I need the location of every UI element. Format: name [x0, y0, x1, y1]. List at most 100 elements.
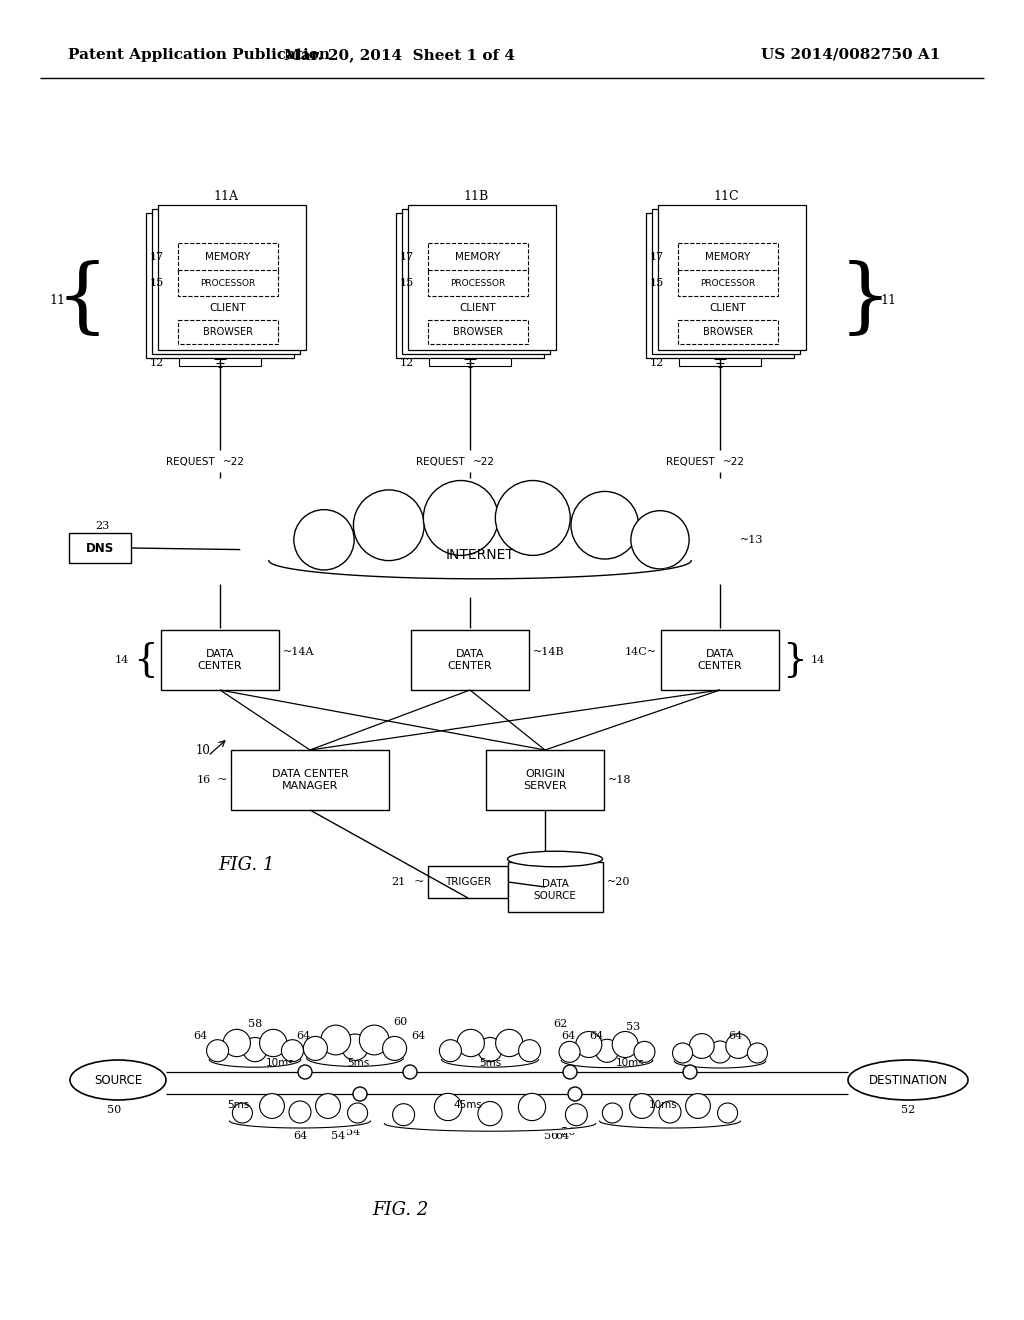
- Circle shape: [571, 491, 639, 560]
- Text: ~14A: ~14A: [283, 647, 314, 657]
- Text: 64: 64: [555, 1131, 569, 1140]
- Text: PROCESSOR: PROCESSOR: [451, 279, 506, 288]
- Text: 54: 54: [331, 1131, 345, 1140]
- Text: 10: 10: [196, 743, 211, 756]
- Circle shape: [673, 1043, 692, 1063]
- Circle shape: [559, 1041, 580, 1063]
- FancyBboxPatch shape: [428, 271, 528, 296]
- Text: 10ms: 10ms: [648, 1100, 677, 1110]
- Circle shape: [726, 1034, 751, 1059]
- Circle shape: [403, 1065, 417, 1078]
- FancyBboxPatch shape: [658, 205, 806, 350]
- Circle shape: [575, 1031, 602, 1057]
- Text: 64: 64: [296, 1031, 310, 1041]
- Text: MEMORY: MEMORY: [706, 252, 751, 261]
- Circle shape: [631, 511, 689, 569]
- Polygon shape: [229, 1121, 371, 1129]
- Text: 11A: 11A: [213, 190, 239, 203]
- FancyBboxPatch shape: [402, 209, 550, 354]
- FancyBboxPatch shape: [678, 271, 778, 296]
- Text: 11B: 11B: [464, 190, 488, 203]
- FancyBboxPatch shape: [429, 358, 511, 366]
- FancyBboxPatch shape: [146, 213, 294, 358]
- Text: }: }: [839, 260, 892, 341]
- Text: DESTINATION: DESTINATION: [868, 1073, 947, 1086]
- Circle shape: [518, 1093, 546, 1121]
- Text: ~: ~: [414, 875, 424, 888]
- FancyBboxPatch shape: [428, 243, 528, 272]
- Text: BROWSER: BROWSER: [453, 327, 503, 337]
- Circle shape: [207, 1040, 228, 1061]
- Text: PROCESSOR: PROCESSOR: [700, 279, 756, 288]
- Text: Patent Application Publication: Patent Application Publication: [68, 48, 330, 62]
- Text: 64: 64: [589, 1031, 603, 1041]
- Text: 64: 64: [411, 1031, 425, 1041]
- Circle shape: [353, 490, 424, 561]
- Ellipse shape: [555, 1040, 659, 1069]
- Text: Mar. 20, 2014  Sheet 1 of 4: Mar. 20, 2014 Sheet 1 of 4: [285, 48, 515, 62]
- Circle shape: [392, 1104, 415, 1126]
- Circle shape: [565, 1104, 588, 1126]
- Text: US 2014/0082750 A1: US 2014/0082750 A1: [761, 48, 940, 62]
- Circle shape: [612, 1031, 638, 1057]
- Text: FIG. 1: FIG. 1: [218, 855, 274, 874]
- FancyBboxPatch shape: [178, 243, 279, 272]
- Circle shape: [602, 1104, 623, 1123]
- Circle shape: [709, 1041, 731, 1063]
- Text: MEMORY: MEMORY: [456, 252, 501, 261]
- Polygon shape: [674, 1061, 766, 1069]
- FancyBboxPatch shape: [396, 213, 544, 358]
- Circle shape: [496, 1030, 523, 1056]
- Circle shape: [748, 1043, 767, 1063]
- Text: ORIGIN
SERVER: ORIGIN SERVER: [523, 770, 567, 791]
- FancyBboxPatch shape: [428, 866, 508, 898]
- Text: ~: ~: [216, 774, 227, 787]
- Circle shape: [232, 1104, 252, 1123]
- Ellipse shape: [590, 1102, 750, 1130]
- Circle shape: [689, 1034, 714, 1059]
- Polygon shape: [384, 1123, 596, 1133]
- Text: 52: 52: [901, 1105, 915, 1115]
- FancyBboxPatch shape: [178, 319, 279, 345]
- Text: SOURCE: SOURCE: [94, 1073, 142, 1086]
- Text: ~22: ~22: [723, 457, 745, 467]
- Text: 14C~: 14C~: [625, 647, 657, 657]
- Text: 12: 12: [650, 358, 664, 368]
- Ellipse shape: [668, 1041, 772, 1071]
- Text: 23: 23: [95, 521, 110, 531]
- Text: 17: 17: [650, 252, 664, 261]
- FancyBboxPatch shape: [662, 630, 779, 690]
- Ellipse shape: [508, 851, 602, 867]
- Circle shape: [223, 1030, 251, 1056]
- Circle shape: [303, 1036, 328, 1060]
- Text: 12: 12: [399, 358, 414, 368]
- Ellipse shape: [848, 1060, 968, 1100]
- FancyBboxPatch shape: [408, 205, 556, 350]
- Text: 11C: 11C: [713, 190, 738, 203]
- FancyBboxPatch shape: [69, 533, 131, 564]
- Text: DATA
CENTER: DATA CENTER: [198, 649, 243, 671]
- Text: 64: 64: [193, 1031, 207, 1041]
- Text: 60: 60: [393, 1016, 408, 1027]
- Text: 58: 58: [248, 1019, 262, 1030]
- FancyBboxPatch shape: [231, 750, 389, 810]
- FancyBboxPatch shape: [178, 271, 279, 296]
- Text: DATA
SOURCE: DATA SOURCE: [534, 879, 577, 900]
- FancyBboxPatch shape: [411, 630, 529, 690]
- Circle shape: [315, 1093, 340, 1118]
- Text: 14: 14: [811, 655, 825, 665]
- FancyBboxPatch shape: [179, 358, 261, 366]
- Text: CLIENT: CLIENT: [460, 304, 497, 313]
- FancyBboxPatch shape: [678, 319, 778, 345]
- FancyBboxPatch shape: [428, 319, 528, 345]
- Circle shape: [634, 1041, 655, 1063]
- Text: FIG. 2: FIG. 2: [372, 1201, 428, 1218]
- Circle shape: [563, 1065, 577, 1078]
- Text: DATA
CENTER: DATA CENTER: [697, 649, 742, 671]
- Text: 45ms: 45ms: [454, 1100, 482, 1110]
- FancyBboxPatch shape: [646, 213, 794, 358]
- Text: 64: 64: [728, 1031, 742, 1041]
- Circle shape: [496, 480, 570, 556]
- Text: 15: 15: [150, 279, 164, 288]
- Text: 64: 64: [561, 1031, 575, 1041]
